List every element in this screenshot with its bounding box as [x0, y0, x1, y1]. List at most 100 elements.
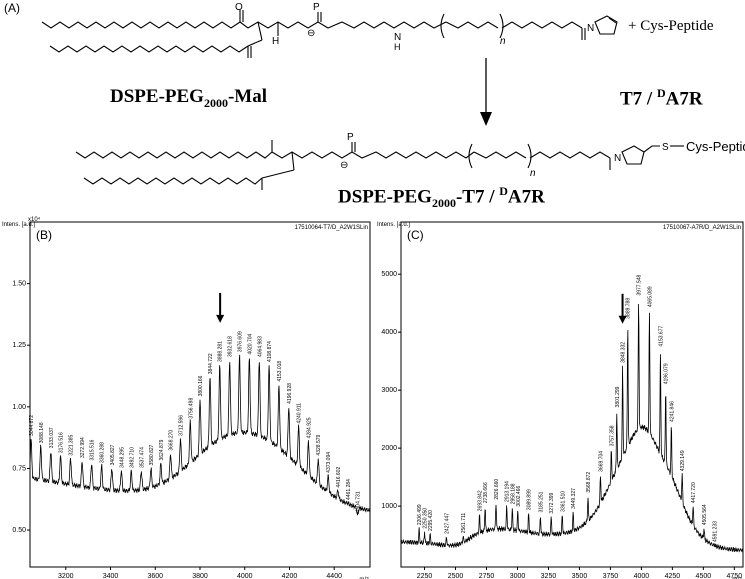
reagent-label: + Cys-Peptide	[628, 18, 714, 34]
peak-label: 3977.548	[637, 274, 643, 295]
product-backbone	[271, 151, 475, 159]
peak-label: 4373.094	[326, 452, 332, 473]
peak-label: 3089.899	[527, 489, 533, 510]
peak-label: 3712.596	[178, 415, 184, 436]
y-axis-label: Intens. [a.u.]	[377, 222, 410, 228]
panel-a-label: (A)	[4, 1, 20, 15]
y-axis-label: Intens. [a.u.]	[2, 222, 35, 228]
peak-label: 4153.677	[658, 325, 664, 346]
x-tick-label: 4500	[696, 573, 712, 579]
peak-label: 3272.399	[549, 492, 555, 513]
peak-label: 2427.447	[445, 513, 451, 534]
peak-label: 2913.194	[505, 481, 511, 502]
peak-label: 4328.579	[316, 434, 322, 455]
peak-label: 3568.872	[586, 472, 592, 493]
peak-label: 3221.385	[69, 434, 75, 455]
peak-label: 4240.911	[297, 403, 303, 424]
peak-label: 4504.731	[356, 491, 362, 512]
peak-label: 3272.994	[80, 437, 86, 458]
peak-label: 4196.079	[664, 363, 670, 384]
y-tick-label: 1.00	[12, 404, 26, 411]
peg-repeat-n: n	[500, 36, 506, 47]
peak-label: 3844.722	[208, 353, 214, 374]
peptide-name: T7 / DA7R	[620, 86, 703, 110]
peak-label: 2295.420	[428, 510, 434, 531]
y-tick-label: 3000	[381, 387, 397, 394]
spectrum-trace	[400, 303, 744, 553]
peak-label: 4196.928	[287, 383, 293, 404]
peak-label: 3848.332	[621, 342, 627, 363]
phosphate-charge-product: ⊖	[340, 160, 348, 171]
peak-label: 4505.564	[702, 504, 708, 525]
peak-label: 3044.672	[29, 415, 35, 436]
peak-label: 3360.288	[100, 442, 106, 463]
peak-label: 4153.018	[277, 361, 283, 382]
reactant-lipid-chain-2	[49, 45, 249, 53]
mass-spectrum-b: 17510064-T7/D_A2W1SLin (B)Intens. [a.u.]x…	[2, 216, 371, 579]
peak-label: 3800.166	[198, 375, 204, 396]
peak-label: 3624.879	[159, 439, 165, 460]
atom-p: P	[313, 2, 320, 13]
atom-n-succinimide: N	[614, 153, 621, 164]
peak-label: 3405.827	[110, 444, 116, 465]
atom-n-maleimide: N	[587, 23, 594, 34]
x-tick-label: 3250	[541, 573, 557, 579]
peak-label: 4417.720	[691, 482, 697, 503]
peg-repeat-n-product: n	[530, 168, 536, 179]
phosphate-charge: ⊖	[307, 28, 315, 39]
peak-label: 4064.983	[257, 336, 263, 357]
peak-label: 3537.474	[139, 447, 145, 468]
plot-frame	[400, 221, 744, 568]
peak-label: 3757.358	[609, 425, 615, 446]
x-tick-label: 2750	[479, 573, 495, 579]
peak-label: 4020.704	[247, 333, 253, 354]
peak-label: 4241.846	[669, 401, 675, 422]
x-axis-label: m/z	[732, 577, 742, 579]
x-tick-label: 4000	[237, 573, 253, 579]
x-tick-label: 2250	[417, 573, 433, 579]
reactant-lipid-chain-1	[41, 21, 241, 29]
y-multiplier: x10⁴	[28, 216, 41, 223]
x-tick-label: 3800	[192, 573, 208, 579]
peak-label: 3801.299	[615, 386, 621, 407]
peak-arrow-head	[618, 315, 627, 324]
peak-label: 3176.516	[59, 432, 65, 453]
atom-h: H	[272, 36, 279, 47]
reactant-backbone	[239, 21, 447, 29]
x-tick-label: 3200	[58, 573, 74, 579]
peak-label: 3756.498	[188, 398, 194, 419]
peak-label: 4065.089	[647, 286, 653, 307]
spectrum-trace	[29, 354, 371, 516]
peak-label: 3002.466	[516, 486, 522, 507]
atom-nh: N	[394, 32, 401, 43]
peak-label: 3889.788	[626, 298, 632, 319]
x-tick-label: 4750	[727, 573, 743, 579]
x-tick-label: 3600	[147, 573, 163, 579]
peak-label: 4591.233	[713, 521, 719, 542]
x-tick-label: 3400	[103, 573, 119, 579]
peak-label: 3088.148	[39, 422, 45, 443]
spectrum-header: 17510067-A7R/D_A2W1SLin	[663, 225, 741, 231]
peak-label: 4108.874	[267, 341, 273, 362]
peak-label: 2738.666	[483, 482, 489, 503]
peak-label: 3669.704	[598, 451, 604, 472]
product-lipid-chain-2	[83, 177, 263, 185]
peak-label: 3888.281	[218, 341, 224, 362]
y-tick-label: 0.50	[12, 527, 26, 534]
peak-label: 3449.327	[571, 488, 577, 509]
y-tick-label: 1.50	[12, 281, 26, 288]
panel-label: (C)	[407, 228, 424, 242]
peak-label: 4461.284	[346, 479, 352, 500]
peak-label: 2250.350	[423, 508, 429, 529]
peak-label: 2958.188	[510, 483, 516, 504]
atom-p-product: P	[347, 132, 354, 143]
panel-label: (B)	[36, 228, 52, 242]
peak-label: 4284.925	[306, 417, 312, 438]
peak-label: 3492.710	[129, 447, 135, 468]
peak-label: 3668.270	[169, 430, 175, 451]
succinimide-ring	[621, 145, 645, 165]
y-tick-label: 5000	[381, 271, 397, 278]
reactant-name: DSPE-PEG2000-Mal	[110, 86, 267, 110]
x-tick-label: 4000	[634, 573, 650, 579]
peak-label: 2561.711	[461, 513, 467, 534]
